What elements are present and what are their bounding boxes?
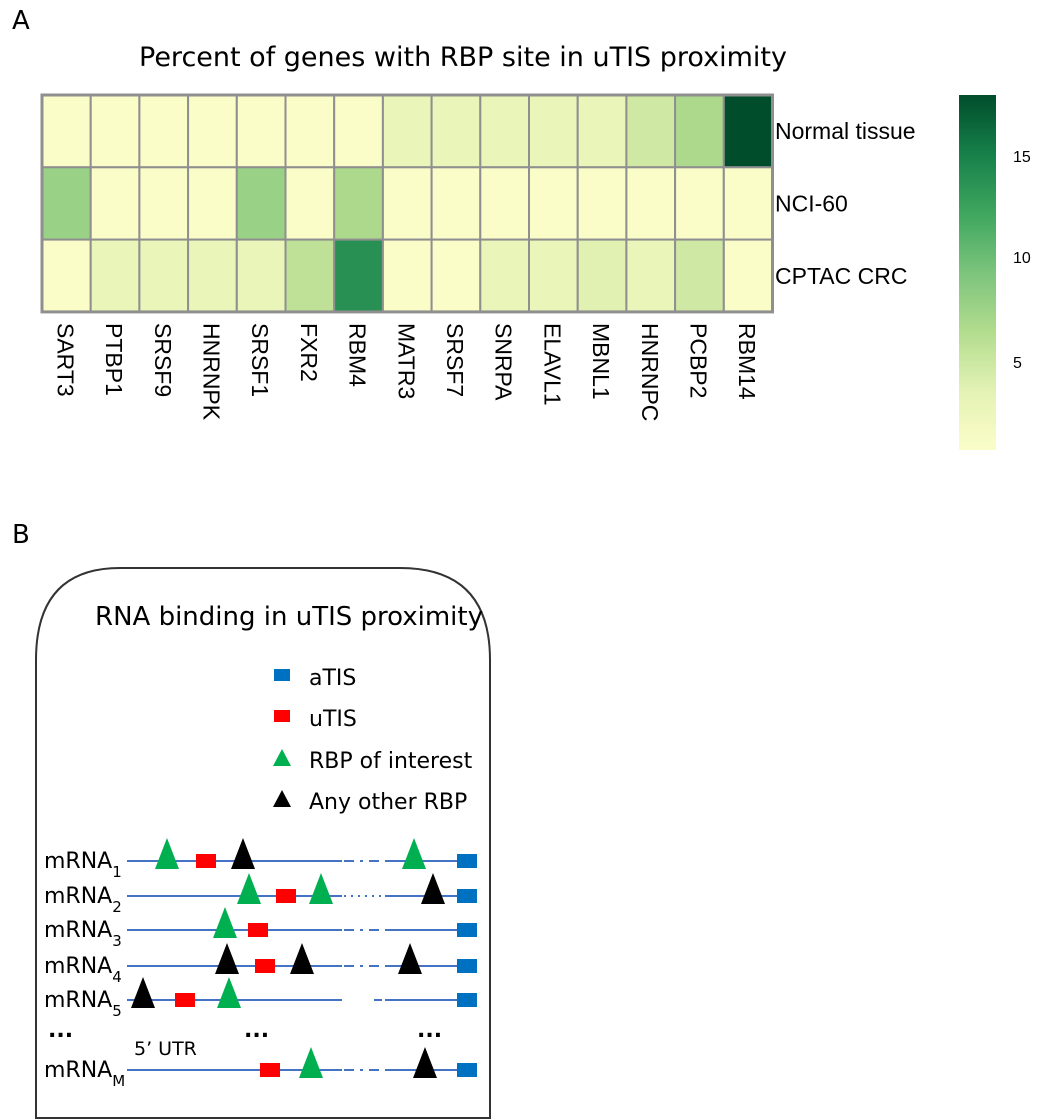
column-label: SRSF7 bbox=[442, 323, 468, 397]
legend-atis-square bbox=[274, 669, 290, 681]
legend-rbp-interest-triangle bbox=[273, 749, 291, 766]
row-label: CPTAC CRC bbox=[775, 263, 907, 289]
utr-label: 5’ UTR bbox=[134, 1038, 197, 1060]
column-label: HNRNPC bbox=[637, 323, 663, 421]
column-label: MATR3 bbox=[393, 323, 419, 399]
rbp-interest-marker bbox=[217, 977, 241, 1008]
column-label: ELAVL1 bbox=[539, 323, 565, 406]
panel-a-letter: A bbox=[12, 6, 30, 36]
mrna-label: mRNA3 bbox=[44, 918, 122, 950]
ellipsis-right: ... bbox=[417, 1018, 442, 1043]
legend-other-rbp-triangle bbox=[273, 790, 291, 807]
utis-marker bbox=[175, 993, 195, 1007]
ellipsis-left: ... bbox=[48, 1018, 73, 1043]
column-label: RBM14 bbox=[734, 323, 760, 400]
legend-utis-label: uTIS bbox=[309, 707, 357, 732]
rbp-interest-marker bbox=[402, 838, 426, 869]
utis-marker bbox=[248, 923, 268, 937]
mrna-label: mRNA5 bbox=[44, 988, 122, 1020]
mrna-label: mRNAM bbox=[44, 1058, 125, 1090]
ellipsis-middle: ... bbox=[244, 1018, 269, 1043]
legend-other-rbp-label: Any other RBP bbox=[309, 790, 467, 815]
legend-atis-label: aTIS bbox=[309, 666, 356, 691]
legend-rbp-interest-label: RBP of interest bbox=[309, 749, 473, 774]
heatmap-cell bbox=[41, 166, 92, 241]
heatmap-cell bbox=[479, 94, 530, 169]
heatmap-cell bbox=[187, 166, 238, 241]
atis-marker bbox=[457, 1063, 477, 1077]
column-label: PTBP1 bbox=[101, 323, 127, 396]
heatmap-cell bbox=[333, 166, 384, 241]
colorbar: 15 10 5 bbox=[959, 95, 1031, 450]
rbp-interest-marker bbox=[155, 838, 179, 869]
other-rbp-marker bbox=[215, 943, 239, 974]
other-rbp-marker bbox=[413, 1047, 437, 1078]
column-label: PCBP2 bbox=[685, 323, 711, 398]
heatmap: Normal tissue NCI-60 CPTAC CRC SART3 PTBP1 SR… bbox=[40, 93, 916, 421]
panel-b-letter: B bbox=[12, 520, 30, 550]
mrna-label: mRNA2 bbox=[44, 884, 122, 916]
column-label: SNRPA bbox=[491, 323, 517, 401]
mrna-label: mRNA4 bbox=[44, 954, 122, 986]
heatmap-cell bbox=[187, 238, 238, 313]
rbp-interest-marker bbox=[299, 1047, 323, 1078]
column-label: HNRNPK bbox=[198, 323, 224, 421]
atis-marker bbox=[457, 923, 477, 937]
utis-marker bbox=[276, 889, 296, 903]
column-label: MBNL1 bbox=[588, 323, 614, 400]
atis-marker bbox=[457, 993, 477, 1007]
column-label: SRSF9 bbox=[150, 323, 176, 397]
colorbar-tick-label: 15 bbox=[1013, 149, 1031, 166]
heatmap-cell bbox=[381, 166, 433, 241]
rbp-interest-marker bbox=[309, 873, 333, 904]
row-label: NCI-60 bbox=[775, 190, 848, 216]
colorbar-tick-label: 5 bbox=[1013, 355, 1022, 372]
column-label: RBM4 bbox=[345, 323, 371, 387]
heatmap-cell bbox=[138, 238, 190, 313]
utis-marker bbox=[255, 959, 275, 973]
heatmap-cell bbox=[235, 238, 287, 313]
utis-marker bbox=[260, 1063, 280, 1077]
column-label: SRSF1 bbox=[247, 323, 273, 397]
utis-marker bbox=[196, 854, 216, 868]
diagram-frame bbox=[35, 567, 491, 1119]
other-rbp-marker bbox=[398, 943, 422, 974]
colorbar-tick-label: 10 bbox=[1013, 250, 1031, 267]
heatmap-title: Percent of genes with RBP site in uTIS p… bbox=[139, 42, 787, 73]
atis-marker bbox=[457, 854, 477, 868]
row-label: Normal tissue bbox=[775, 118, 916, 144]
other-rbp-marker bbox=[290, 943, 314, 974]
heatmap-cell bbox=[138, 166, 190, 241]
heatmap-cell bbox=[333, 238, 384, 313]
column-label: SART3 bbox=[52, 323, 78, 397]
rbp-interest-marker bbox=[237, 873, 261, 904]
legend-utis-square bbox=[274, 710, 290, 722]
atis-marker bbox=[457, 889, 477, 903]
other-rbp-marker bbox=[131, 977, 155, 1008]
other-rbp-marker bbox=[231, 838, 255, 869]
mrna-label: mRNA1 bbox=[44, 849, 122, 881]
colorbar-gradient bbox=[959, 95, 996, 450]
diagram-title: RNA binding in uTIS proximity bbox=[95, 602, 483, 632]
heatmap-cell bbox=[528, 166, 579, 241]
column-label: FXR2 bbox=[296, 323, 322, 382]
other-rbp-marker bbox=[421, 873, 445, 904]
heatmap-border bbox=[40, 93, 774, 314]
heatmap-cell bbox=[576, 166, 628, 241]
heatmap-cell bbox=[89, 166, 141, 241]
atis-marker bbox=[457, 959, 477, 973]
rbp-interest-marker bbox=[213, 907, 237, 938]
